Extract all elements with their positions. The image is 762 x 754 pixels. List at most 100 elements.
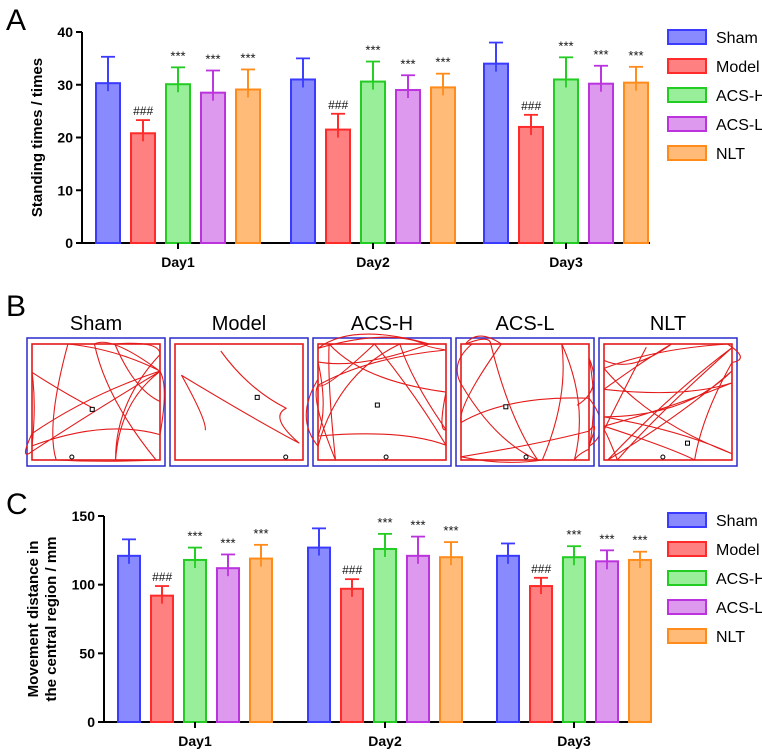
- bar-acs-h: [553, 78, 579, 244]
- y-tick-label: 100: [72, 577, 96, 593]
- panel-a-letter: A: [6, 4, 26, 37]
- arena-label: ACS-H: [351, 313, 413, 335]
- bar-acs-l: [395, 89, 421, 245]
- x-tick-label: Day1: [178, 733, 212, 749]
- bar-acs-l: [216, 567, 240, 723]
- significance-mark: ***: [253, 526, 268, 541]
- perimeter-track: [174, 343, 304, 461]
- legend-label: ACS-L: [716, 600, 762, 617]
- significance-mark: ***: [400, 56, 415, 71]
- legend-swatch-sham: [667, 512, 707, 528]
- significance-mark: ***: [220, 535, 235, 550]
- significance-mark: ***: [365, 43, 380, 58]
- bar-model: [150, 594, 174, 723]
- significance-mark: ###: [152, 570, 172, 584]
- x-tick-label: Day1: [161, 254, 195, 270]
- chart-central-distance: 0 50 100 150 Movement distance in the central…: [25, 508, 762, 749]
- significance-mark: ###: [531, 562, 551, 576]
- bar-sham: [483, 62, 509, 245]
- bar-acs-h: [183, 558, 207, 723]
- y-tick-label: 50: [79, 645, 95, 661]
- significance-mark: ***: [593, 47, 608, 62]
- bar-nlt: [249, 557, 273, 723]
- bar-acs-h: [165, 83, 191, 244]
- end-marker: [69, 454, 75, 460]
- end-marker: [660, 454, 666, 460]
- arena-label: NLT: [650, 313, 686, 335]
- y-tick-label: 40: [57, 24, 73, 40]
- y-tick-label: 20: [57, 130, 73, 146]
- bar-acs-l: [200, 91, 226, 244]
- significance-mark: ***: [599, 531, 614, 546]
- significance-mark: ***: [187, 529, 202, 544]
- legend-swatch-acs-h: [667, 87, 707, 103]
- significance-mark: ***: [566, 527, 581, 542]
- bar-sham: [95, 82, 121, 245]
- significance-mark: ***: [628, 48, 643, 63]
- significance-mark: ***: [632, 533, 647, 548]
- x-tick-label: Day3: [549, 254, 583, 270]
- legend-swatch-model: [667, 58, 707, 74]
- bar-nlt: [439, 556, 463, 724]
- arena-frame: [26, 337, 166, 467]
- panel-b-letter: B: [6, 290, 26, 323]
- legend-label: NLT: [716, 146, 745, 163]
- x-tick-label: Day3: [557, 733, 591, 749]
- bar-nlt: [235, 88, 261, 244]
- legend-label: NLT: [716, 629, 745, 646]
- movement-track: [456, 335, 602, 463]
- bar-acs-h: [360, 80, 386, 244]
- significance-mark: ***: [558, 38, 573, 53]
- legend-label: ACS-H: [716, 571, 762, 588]
- y-tick-label: 10: [57, 182, 73, 198]
- bar-acs-l: [588, 82, 614, 244]
- perimeter-track: [31, 343, 161, 461]
- significance-mark: ###: [342, 563, 362, 577]
- x-tick-label: Day2: [368, 733, 402, 749]
- legend-label: ACS-L: [716, 117, 762, 134]
- bar-nlt: [623, 81, 649, 244]
- arena-label: ACS-L: [496, 313, 555, 335]
- movement-track: [24, 341, 165, 462]
- chart-standing-times: 0 10 20 30 40 Standing times / times ### *** ***…: [29, 24, 762, 270]
- end-marker: [383, 454, 389, 460]
- significance-mark: ###: [133, 104, 153, 118]
- bar-sham: [117, 554, 141, 723]
- significance-mark: ###: [521, 99, 541, 113]
- bar-acs-l: [406, 554, 430, 723]
- arena-label: Model: [212, 313, 266, 335]
- end-marker: [283, 454, 289, 460]
- start-marker: [89, 406, 95, 412]
- bar-acs-l: [595, 560, 619, 723]
- bar-sham: [307, 546, 331, 723]
- legend-swatch-nlt: [667, 145, 707, 161]
- perimeter-track: [317, 343, 447, 461]
- legend-label: Model: [716, 542, 760, 559]
- significance-mark: ***: [240, 50, 255, 65]
- bar-model: [529, 585, 553, 723]
- bar-sham: [496, 554, 520, 723]
- legend-label: Sham: [716, 30, 758, 47]
- y-axis-label: the central region / mm: [43, 536, 60, 701]
- significance-mark: ###: [328, 98, 348, 112]
- bar-model: [518, 125, 544, 244]
- y-tick-label: 150: [72, 508, 96, 524]
- significance-mark: ***: [435, 55, 450, 70]
- end-marker: [523, 454, 529, 460]
- y-tick-label: 30: [57, 77, 73, 93]
- start-marker: [254, 394, 260, 400]
- significance-mark: ***: [410, 518, 425, 533]
- legend-swatch-nlt: [667, 628, 707, 644]
- x-tick-label: Day2: [356, 254, 390, 270]
- bar-nlt: [628, 558, 652, 723]
- arena-frame: [169, 337, 309, 467]
- bar-acs-h: [562, 556, 586, 724]
- significance-mark: ***: [443, 523, 458, 538]
- y-axis-label: Movement distance in: [25, 541, 42, 698]
- bar-sham: [290, 78, 316, 244]
- legend-label: Sham: [716, 513, 758, 530]
- start-marker: [503, 404, 509, 410]
- bar-model: [130, 132, 156, 244]
- y-tick-label: 0: [65, 235, 73, 251]
- start-marker: [374, 402, 380, 408]
